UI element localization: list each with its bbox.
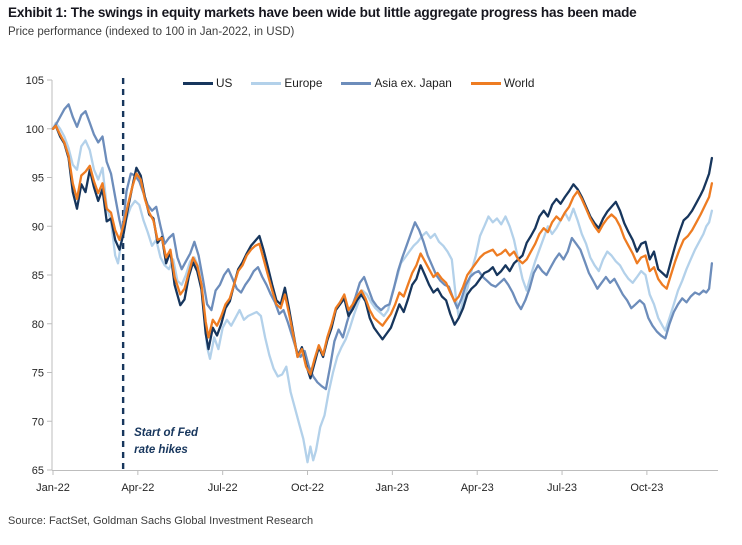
svg-text:Jul-22: Jul-22 [208, 482, 238, 494]
svg-text:95: 95 [32, 173, 44, 185]
series-line-asia-ex-japan [51, 103, 714, 391]
series-line-world [51, 124, 714, 376]
exhibit-subtitle: Price performance (indexed to 100 in Jan… [8, 26, 295, 38]
legend-label: Europe [284, 76, 323, 90]
svg-text:Jan-22: Jan-22 [36, 482, 70, 494]
chart-legend: US Europe Asia ex. Japan World [183, 76, 534, 90]
legend-line-swatch [251, 81, 282, 85]
svg-text:85: 85 [32, 270, 44, 282]
series-line-europe [51, 121, 714, 464]
legend-item-europe: Europe [251, 76, 322, 90]
legend-label: US [216, 76, 233, 90]
annotation-text: Start of Fed [134, 427, 199, 439]
legend-label: Asia ex. Japan [374, 76, 452, 90]
exhibit-title: Exhibit 1: The swings in equity markets … [8, 5, 637, 20]
svg-text:100: 100 [26, 124, 44, 136]
legend-item-us: US [183, 76, 232, 90]
y-axis-ticks: 65 70 75 80 85 90 95 100 105 [26, 75, 52, 477]
svg-text:80: 80 [32, 319, 44, 331]
series-line-us [51, 124, 714, 380]
svg-text:Oct-22: Oct-22 [291, 482, 324, 494]
svg-text:105: 105 [26, 75, 44, 87]
legend-item-asia-ex-japan: Asia ex. Japan [341, 76, 452, 90]
legend-label: World [503, 76, 535, 90]
svg-text:90: 90 [32, 221, 44, 233]
svg-text:Apr-23: Apr-23 [461, 482, 494, 494]
legend-line-swatch [341, 81, 372, 85]
svg-text:Oct-23: Oct-23 [630, 482, 663, 494]
fed-rate-hike-annotation: Start of Fed rate hikes [121, 78, 199, 470]
source-note: Source: FactSet, Goldman Sachs Global In… [8, 515, 314, 527]
x-axis-ticks: Jan-22 Apr-22 Jul-22 Oct-22 Jan-23 Apr-23 Jul-… [36, 470, 663, 494]
svg-text:75: 75 [32, 368, 44, 380]
svg-text:Jul-23: Jul-23 [547, 482, 577, 494]
legend-line-swatch [183, 81, 213, 85]
svg-text:70: 70 [32, 416, 44, 428]
svg-text:Jan-23: Jan-23 [376, 482, 410, 494]
legend-item-world: World [470, 76, 535, 90]
axes [51, 80, 718, 471]
annotation-text: rate hikes [134, 444, 188, 456]
svg-text:65: 65 [32, 465, 44, 477]
legend-line-swatch [470, 81, 501, 85]
svg-text:Apr-22: Apr-22 [121, 482, 154, 494]
